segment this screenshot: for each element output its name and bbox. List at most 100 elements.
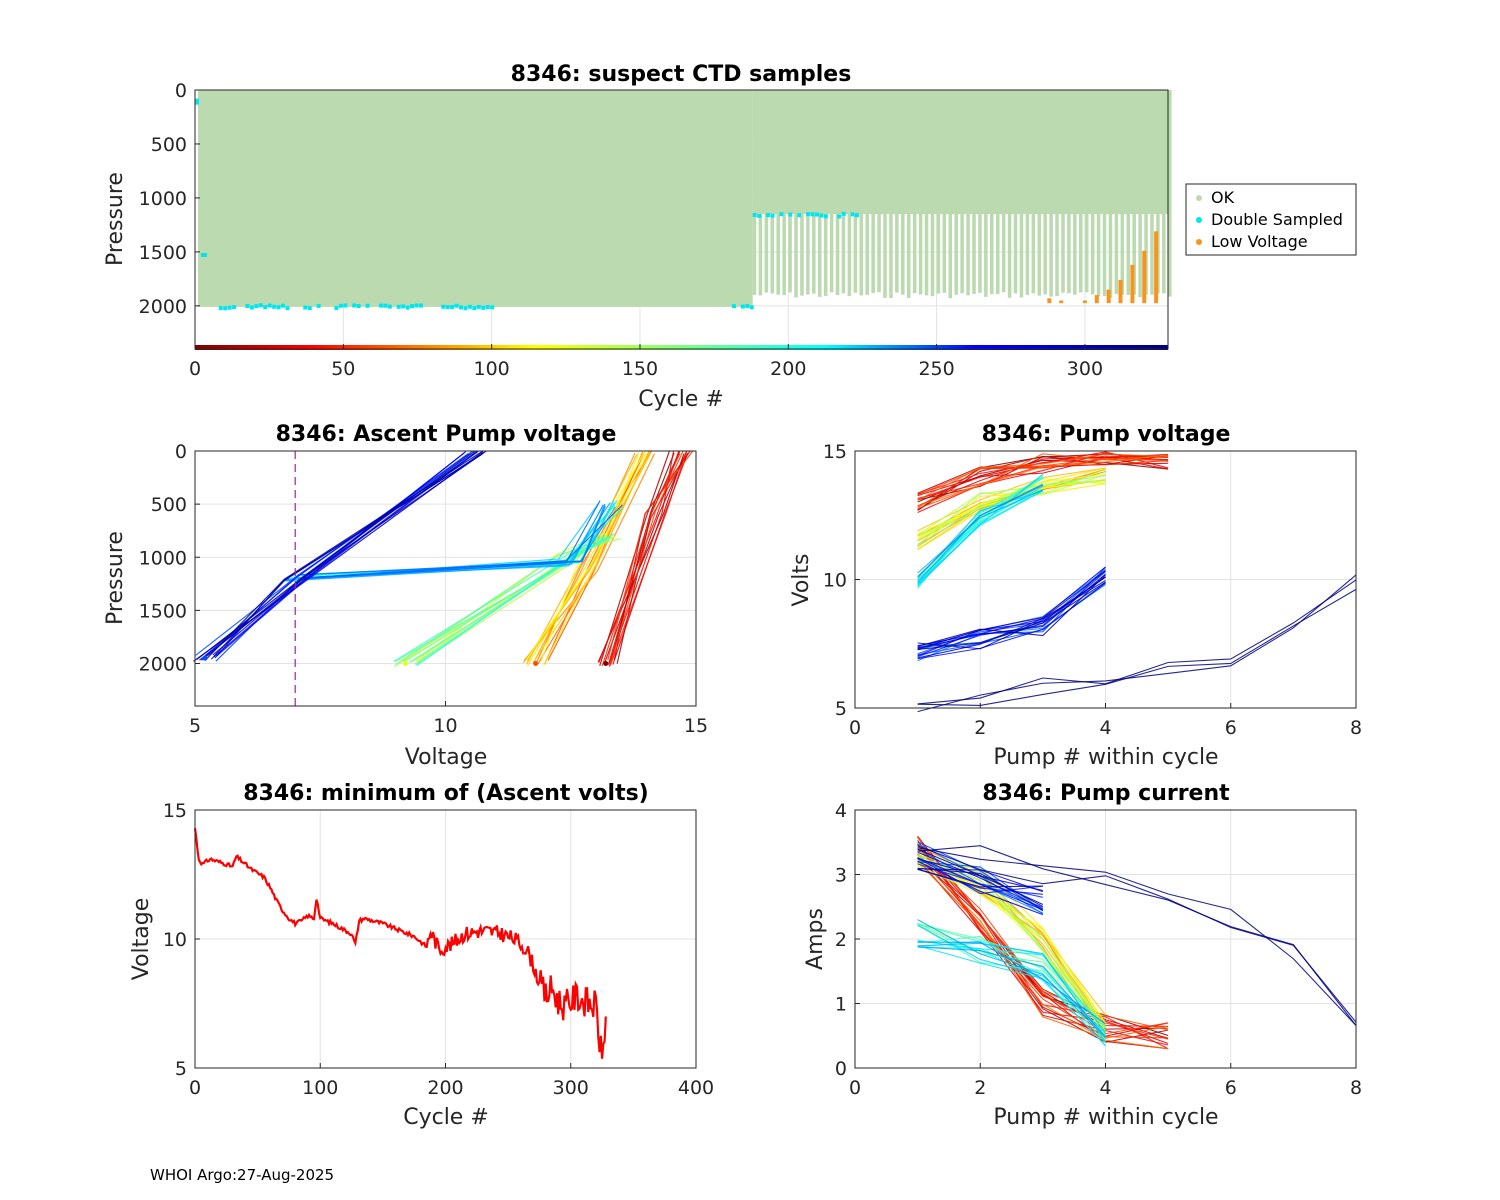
pump-voltage-line <box>917 454 1169 507</box>
pump-voltage-line <box>917 476 1044 589</box>
ascent-profile-line <box>612 452 689 665</box>
y-tick-label: 0 <box>175 441 187 463</box>
x-tick-label: 100 <box>302 1077 338 1099</box>
ascent-profile-line <box>215 450 473 662</box>
double-sampled-point <box>356 304 361 309</box>
x-tick-label: 15 <box>684 715 708 737</box>
double-sampled-point <box>218 306 223 311</box>
pump-voltage-line <box>917 490 1044 584</box>
double-sampled-point <box>770 213 775 218</box>
pump-voltage-line <box>917 579 1357 705</box>
double-sampled-point <box>303 305 308 310</box>
ascent-pump-voltage-chart: 5 10 15 0 500 1000 1500 2000 8346: Ascent Pump … <box>103 422 708 770</box>
double-sampled-point <box>338 303 343 308</box>
pump-current-line <box>917 845 1357 1023</box>
suspect-ylabel: Pressure <box>103 172 128 266</box>
y-tick-label: 2000 <box>139 654 187 676</box>
double-sampled-point <box>779 212 784 217</box>
double-sampled-point <box>227 305 232 310</box>
pump-current-line <box>917 942 1106 1043</box>
y-tick-label: 1500 <box>139 242 187 264</box>
double-sampled-point <box>766 213 771 218</box>
ascent-profile-point <box>202 655 208 661</box>
legend-low-voltage-marker <box>1196 239 1202 245</box>
pump-voltage-chart: 0 2 4 6 8 5 10 15 8346: Pump voltage Pump # wit… <box>789 422 1362 770</box>
low-voltage-bar <box>1154 231 1159 304</box>
y-tick-label: 10 <box>823 570 847 592</box>
ascent-profile-line <box>525 452 648 661</box>
y-tick-label: 5 <box>835 698 847 720</box>
ascent-profile-line <box>299 505 606 576</box>
pump-voltage-title: 8346: Pump voltage <box>982 422 1231 447</box>
low-voltage-bar <box>1059 300 1064 304</box>
low-voltage-bar <box>1142 250 1147 304</box>
x-tick-label: 10 <box>433 715 457 737</box>
y-tick-label: 15 <box>823 441 847 463</box>
pump-voltage-xlabel: Pump # within cycle <box>993 745 1218 770</box>
double-sampled-point <box>232 305 237 310</box>
ascent-profile-line <box>540 450 647 663</box>
pump-voltage-line <box>917 574 1357 713</box>
ascent-profile-line <box>609 450 687 666</box>
suspect-legend: OK Double Sampled Low Voltage <box>1185 183 1357 256</box>
y-tick-label: 500 <box>151 134 187 156</box>
double-sampled-point <box>841 211 846 216</box>
double-sampled-point <box>352 303 357 308</box>
x-tick-label: 8 <box>1350 1077 1362 1099</box>
legend-box <box>1185 183 1357 256</box>
double-sampled-point <box>490 305 495 310</box>
x-tick-label: 5 <box>189 715 201 737</box>
y-tick-label: 1500 <box>139 600 187 622</box>
ascent-profile-line <box>526 452 652 661</box>
pump-current-line <box>917 945 1106 1047</box>
y-tick-label: 0 <box>835 1058 847 1080</box>
pump-voltage-line <box>917 457 1169 496</box>
pump-current-line <box>917 923 1106 1038</box>
y-tick-label: 2 <box>835 929 847 951</box>
double-sampled-point <box>343 303 348 308</box>
footer-credit: WHOI Argo:27-Aug-2025 <box>150 1166 335 1184</box>
low-voltage-bar <box>1106 289 1111 304</box>
x-tick-label: 400 <box>678 1077 714 1099</box>
ascent-profile-line <box>601 453 681 667</box>
double-sampled-point <box>837 214 842 219</box>
double-sampled-point <box>463 306 468 311</box>
pump-current-marks <box>917 836 1357 1050</box>
x-tick-label: 250 <box>918 358 954 380</box>
x-tick-label: 0 <box>189 1077 201 1099</box>
pump-current-chart: 0 2 4 6 8 0 1 2 3 4 8346: Pump current Pump # wit… <box>803 781 1362 1130</box>
double-sampled-point <box>245 303 250 308</box>
y-tick-label: 2000 <box>139 296 187 318</box>
pump-voltage-line <box>917 489 1044 574</box>
legend-ok-label: OK <box>1211 188 1235 207</box>
double-sampled-point <box>731 304 736 309</box>
y-tick-label: 10 <box>163 929 187 951</box>
ascent-profile-line <box>609 450 684 666</box>
min-volts-ylabel: Voltage <box>129 898 154 981</box>
low-voltage-bar <box>1130 264 1135 304</box>
x-tick-label: 0 <box>849 1077 861 1099</box>
double-sampled-point <box>472 306 477 311</box>
double-sampled-point <box>334 305 339 310</box>
pump-voltage-line <box>917 581 1106 650</box>
pump-current-line <box>917 854 1106 1036</box>
double-sampled-point <box>281 303 286 308</box>
double-sampled-point <box>450 305 455 310</box>
pump-current-line <box>917 848 1044 906</box>
ok-profile-bar <box>1168 90 1172 297</box>
pump-voltage-line <box>917 467 1106 532</box>
pump-current-line <box>917 857 1044 911</box>
x-tick-label: 4 <box>1099 1077 1111 1099</box>
pump-voltage-line <box>917 455 1169 509</box>
pump-voltage-line <box>917 473 1044 587</box>
double-sampled-point <box>267 303 272 308</box>
double-sampled-point <box>223 306 228 311</box>
x-tick-label: 100 <box>474 358 510 380</box>
pump-current-line <box>917 860 1044 916</box>
y-tick-label: 4 <box>835 800 847 822</box>
x-tick-label: 8 <box>1350 717 1362 739</box>
pump-voltage-line <box>917 484 1044 578</box>
y-tick-label: 3 <box>835 865 847 887</box>
y-tick-label: 500 <box>151 494 187 516</box>
x-tick-label: 300 <box>1067 358 1103 380</box>
